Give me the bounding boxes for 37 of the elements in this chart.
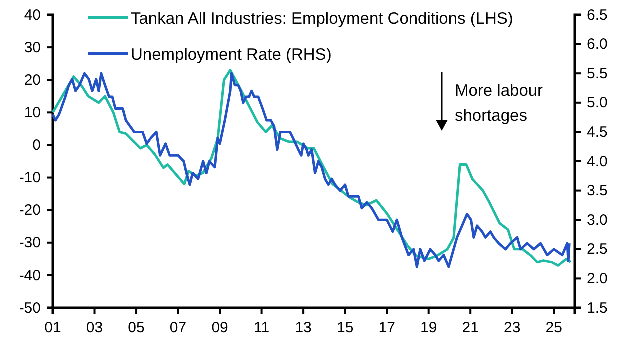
y-tick-label: 10: [24, 104, 41, 122]
y-tick-label: -50: [19, 300, 41, 317]
y-tick-label: -20: [19, 202, 41, 220]
x-tick-label: 13: [295, 320, 312, 337]
x-tick-label: 07: [170, 320, 187, 337]
y-tick-label: 20: [24, 72, 41, 89]
x-tick-label: 09: [212, 320, 228, 337]
y-tick-label: 0: [32, 137, 41, 154]
x-tick-label: 19: [420, 320, 438, 337]
y2-tick-label: 5.5: [587, 65, 608, 82]
y2-tick-label: 4.0: [587, 153, 608, 170]
y-tick-label: -10: [19, 170, 41, 187]
x-tick-label: 05: [128, 320, 145, 337]
y2-tick-label: 1.5: [587, 300, 608, 317]
y-tick-label: -40: [19, 267, 41, 284]
x-tick-label: 21: [462, 320, 479, 337]
y2-tick-label: 2.5: [587, 241, 608, 258]
x-tick-label: 03: [86, 320, 104, 337]
x-tick-label: 17: [378, 320, 396, 337]
y2-tick-label: 2.0: [587, 270, 608, 288]
x-tick-label: 15: [336, 320, 354, 337]
y2-tick-label: 3.5: [587, 182, 608, 200]
legend-label: Unemployment Rate (RHS): [131, 46, 332, 64]
annotation: More labour shortages: [455, 82, 544, 125]
x-tick-label: 01: [44, 320, 62, 337]
x-tick-label: 23: [504, 320, 521, 337]
y-tick-label: -30: [19, 234, 41, 252]
legend-label: Tankan All Industries: Employment Conditions (LHS): [131, 10, 514, 28]
y-tick-label: 40: [24, 6, 41, 24]
y2-tick-label: 4.5: [587, 124, 608, 141]
y2-tick-label: 5.0: [587, 94, 608, 112]
y-tick-label: 30: [24, 39, 41, 56]
y2-tick-label: 6.5: [587, 6, 608, 24]
y2-tick-label: 3.0: [587, 212, 608, 229]
y2-tick-label: 6.0: [587, 36, 608, 54]
x-tick-label: 25: [546, 320, 562, 337]
x-tick-label: 11: [254, 320, 270, 337]
